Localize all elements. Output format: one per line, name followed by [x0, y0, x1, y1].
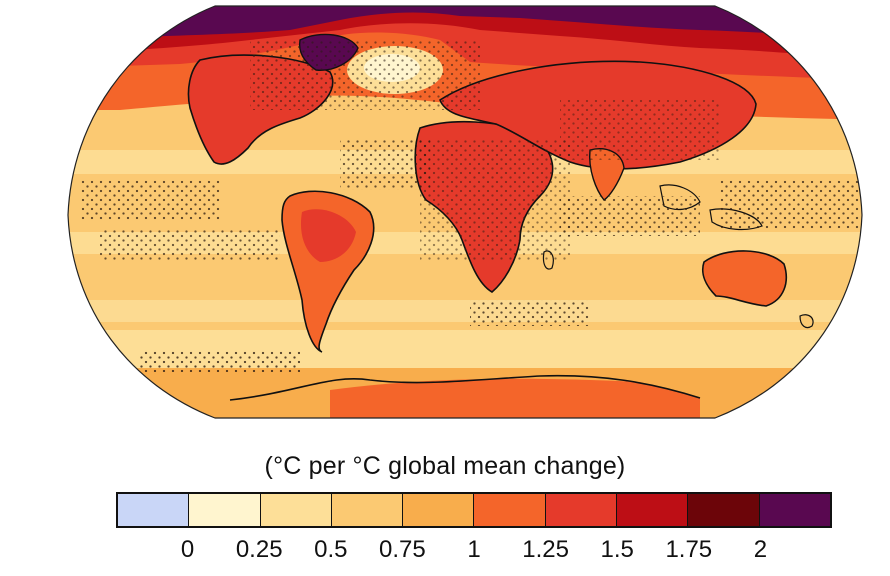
- colorbar-swatch: [189, 494, 261, 526]
- stipple-africa: [420, 140, 570, 260]
- stipple-west-pacific: [720, 180, 860, 230]
- colorbar: [116, 492, 832, 528]
- arctic-core: [68, 6, 862, 40]
- colorbar-tick-label: 2: [753, 536, 768, 563]
- antarctica-coast: [229, 374, 701, 401]
- colorbar-tick-label: 1.25: [522, 536, 569, 563]
- stipple-southern-ocean-1: [140, 350, 300, 372]
- amazon-hot: [300, 209, 356, 262]
- colorbar-swatch: [260, 494, 332, 526]
- new-zealand: [799, 314, 814, 329]
- band-southern-ocean: [68, 330, 862, 370]
- colorbar-ticks: 0 0.25 0.5 0.75 1 1.25 1.5 1.75 2: [0, 536, 890, 566]
- band-south-mid: [68, 300, 862, 322]
- colorbar-swatch: [759, 494, 830, 526]
- stipple-asia: [560, 100, 720, 160]
- map-svg: [67, 5, 863, 419]
- colorbar-swatch: [617, 494, 689, 526]
- colorbar-swatch: [545, 494, 618, 526]
- stipple-atlantic: [340, 140, 430, 190]
- colorbar-tick-label: 0.75: [379, 536, 426, 563]
- map-fill-layer: [68, 6, 862, 418]
- colorbar-tick-label: 1.75: [665, 536, 713, 563]
- stipple-southern-ocean-2: [470, 300, 590, 326]
- colorbar-tick-label: 1.5: [600, 536, 634, 563]
- colorbar-tick-label: 0: [180, 536, 195, 563]
- globe-outline: [67, 5, 863, 419]
- stipple-south-pacific: [100, 230, 280, 260]
- colorbar-swatch: [403, 494, 475, 526]
- stipple-indian-ocean: [560, 196, 700, 236]
- colorbar-tick-label: 1: [467, 536, 481, 563]
- legend-title: (°C per °C global mean change): [264, 452, 626, 480]
- antarctica-warm: [330, 378, 700, 418]
- stipple-north-atlantic: [250, 40, 480, 110]
- colorbar-tick-label: 0.5: [314, 536, 348, 563]
- colorbar-swatch: [688, 494, 760, 526]
- stipple-east-pacific: [80, 180, 220, 220]
- colorbar-tick-label: 0.25: [235, 536, 283, 563]
- colorbar-swatch: [331, 494, 404, 526]
- colorbar-swatch: [118, 494, 190, 526]
- colorbar-swatch: [474, 494, 546, 526]
- australia: [701, 250, 788, 307]
- world-map: [67, 5, 863, 419]
